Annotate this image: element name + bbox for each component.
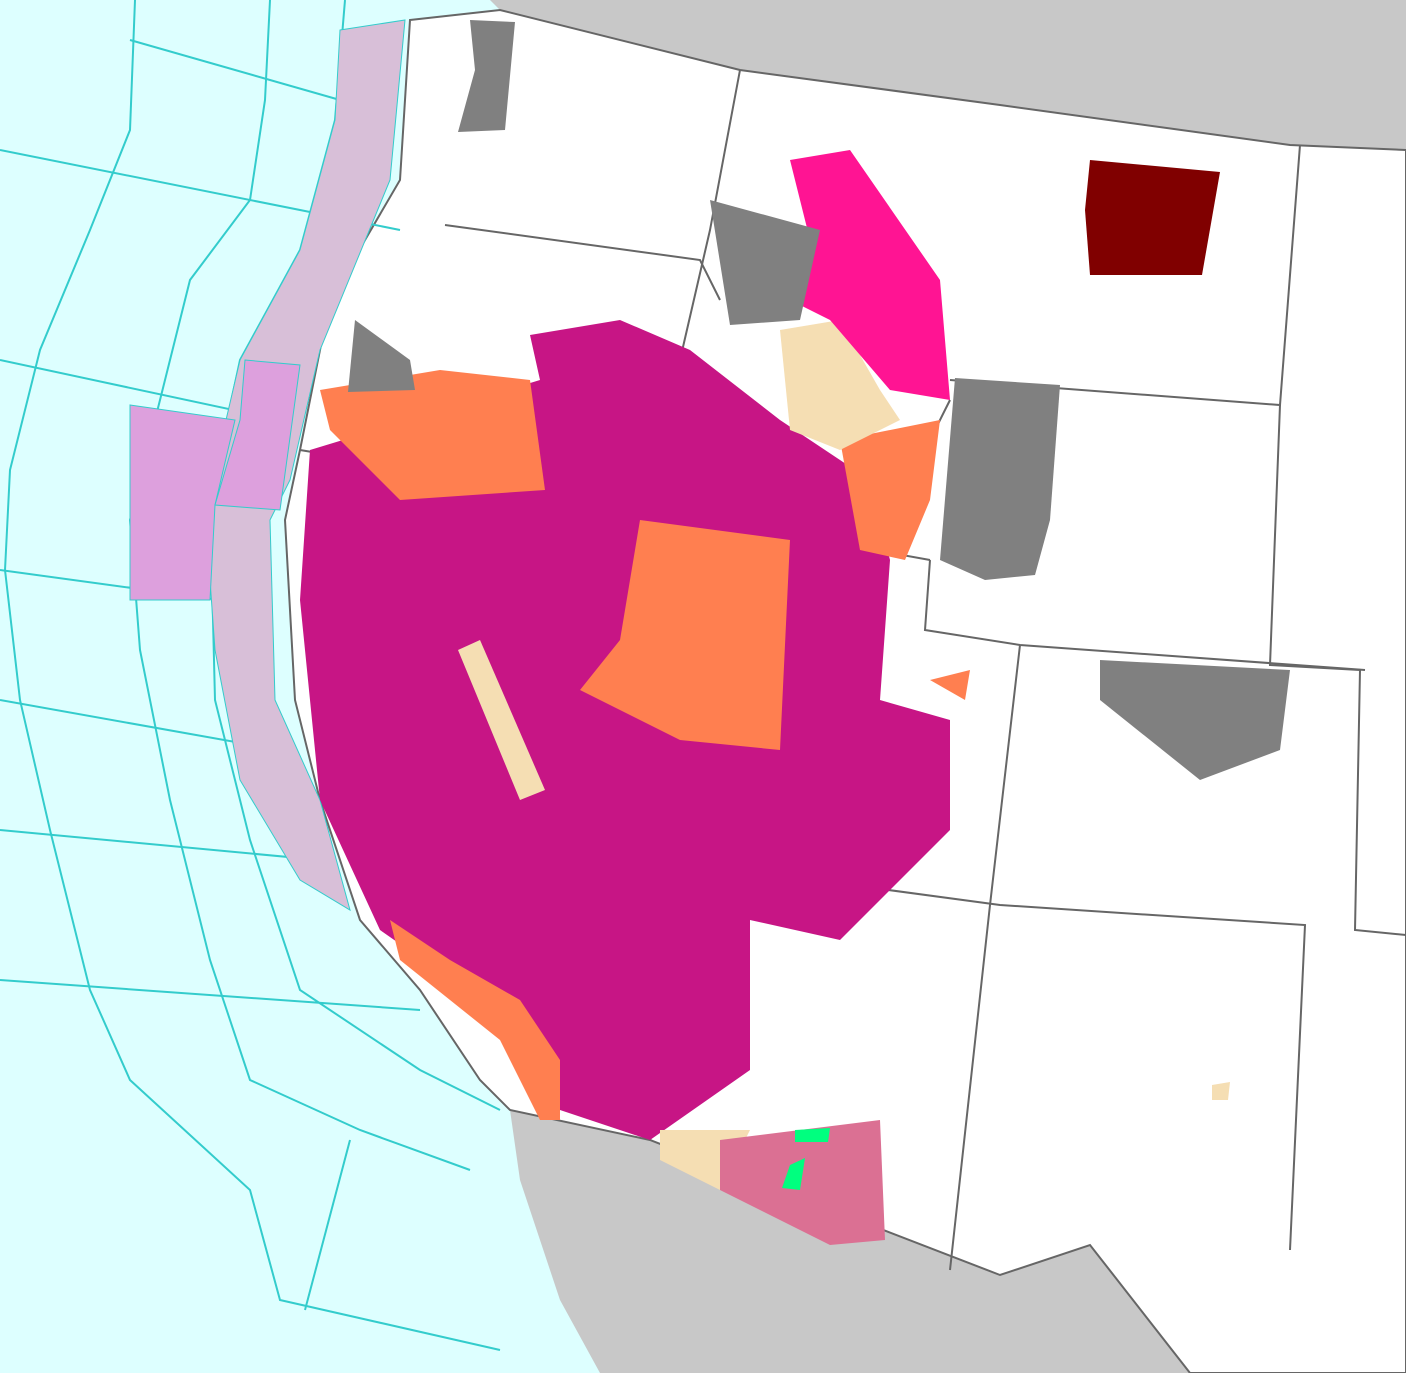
- hazard-area-gray-wyoming[interactable]: [940, 378, 1060, 580]
- hazard-area-gray-washington[interactable]: [458, 20, 515, 132]
- hazard-area-green-arizona[interactable]: [795, 1128, 830, 1142]
- hazard-area-orange-idaho[interactable]: [840, 420, 940, 560]
- hazard-area-orange-socal[interactable]: [390, 920, 560, 1120]
- hazard-area-gray-nebraska[interactable]: [1100, 660, 1290, 780]
- hazard-area-palevioletred-arizona[interactable]: [720, 1120, 885, 1245]
- marine-warning-plum-2: [214, 359, 301, 511]
- hazard-area-green-arizona-2[interactable]: [782, 1158, 805, 1190]
- hazard-area-deeppink-montana[interactable]: [790, 150, 950, 400]
- hazard-area-wheat-idaho[interactable]: [780, 320, 900, 450]
- hazard-area-gray-idaho[interactable]: [710, 200, 820, 325]
- hazard-area-darkred-montana[interactable]: [1085, 160, 1220, 275]
- marine-warning-plum: [129, 404, 236, 601]
- marine-warning-thistle: [204, 19, 406, 912]
- hazard-area-wheat-texas[interactable]: [1212, 1082, 1230, 1100]
- hazard-area-orange-utah[interactable]: [580, 520, 790, 750]
- canada-land: [490, 0, 1406, 150]
- hazard-area-magenta[interactable]: [300, 320, 950, 1140]
- hazard-area-gray-oregon[interactable]: [348, 320, 415, 392]
- hazard-area-orange-oregon[interactable]: [320, 370, 545, 500]
- hazard-area-orange-colorado[interactable]: [930, 670, 970, 700]
- hazard-area-wheat-nevada[interactable]: [458, 640, 545, 800]
